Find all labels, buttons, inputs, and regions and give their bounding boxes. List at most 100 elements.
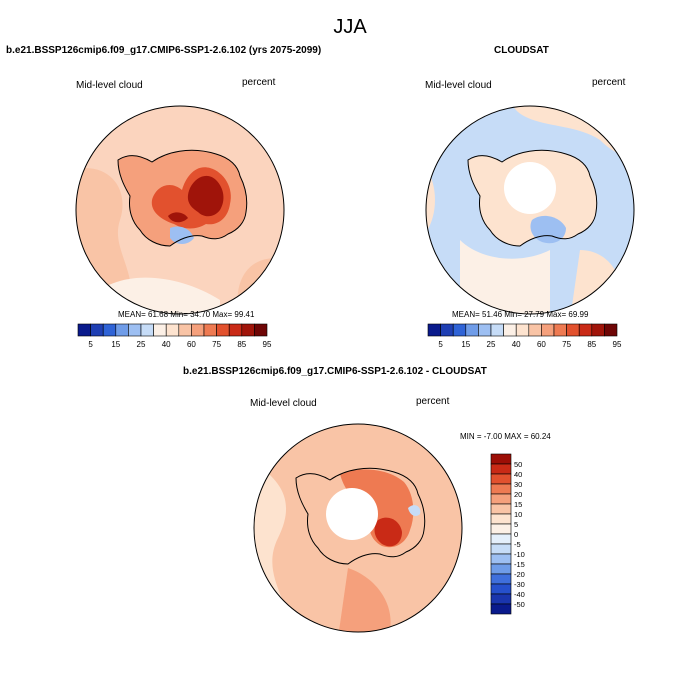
- panel1-units-label: percent: [242, 77, 276, 88]
- panel2-min-label: Min=: [504, 310, 522, 319]
- panel3-title: b.e21.BSSP126cmip6.f09_g17.CMIP6-SSP1-2.…: [183, 366, 487, 377]
- panel3-map-border: [253, 423, 463, 633]
- panel3-colorbar-tick-label: 15: [514, 500, 522, 509]
- panel1-coastline: [117, 149, 248, 247]
- panel3-colorbar-swatch: [490, 543, 512, 555]
- panel1-colorbar-tick-label: 60: [187, 340, 196, 349]
- panel2-colorbar-tick-label: 40: [512, 340, 521, 349]
- panel1-colorbar-swatch: [165, 323, 180, 337]
- figure-title: JJA: [333, 16, 367, 38]
- panel3-colorbar-swatch: [490, 503, 512, 515]
- panel2-polar-gap: [504, 162, 556, 214]
- panel2-title: CLOUDSAT: [494, 45, 549, 56]
- panel3-units-label: percent: [416, 396, 450, 407]
- panel1-colorbar-swatch: [216, 323, 230, 337]
- panel1-variable-label: Mid-level cloud: [76, 80, 143, 91]
- panel3-negative-patch: [408, 505, 421, 516]
- panel3-colorbar-tick-label: 5: [514, 520, 518, 529]
- panel1-colorbar-tick-label: 85: [237, 340, 246, 349]
- panel3-colorbar-swatch: [490, 573, 512, 585]
- panel1-antarctica-core: [187, 175, 224, 217]
- panel3-colorbar-swatch: [490, 603, 512, 615]
- panel2-map: [425, 105, 635, 315]
- panel3-colorbar-swatch: [490, 473, 512, 485]
- panel3-colorbar-swatch: [490, 593, 512, 605]
- panel3-colorbar-tick-label: -20: [514, 570, 525, 579]
- panel3-max-label: MAX =: [504, 432, 529, 441]
- panel2-stats: MEAN= 51.46 Min= 27.79 Max= 69.99: [452, 310, 588, 319]
- panel3-colorbar-tick-label: 30: [514, 480, 522, 489]
- panel1-colorbar-swatch: [77, 323, 91, 337]
- panel2-colorbar-swatch: [503, 323, 517, 337]
- panel3-stats: MIN = -7.00 MAX = 60.24: [460, 432, 551, 441]
- panel3-colorbar-swatch: [490, 463, 512, 475]
- panel2-max-value: 69.99: [568, 310, 589, 319]
- panel3-colorbar-swatch: [490, 513, 512, 525]
- panel1-mean-value: 61.68: [148, 310, 169, 319]
- panel2-light-sector-south: [460, 240, 550, 314]
- panel2-colorbar: 5 15 25 40 60 75 85 95: [427, 323, 622, 349]
- panel1-colorbar-tick-label: 40: [162, 340, 171, 349]
- panel1-colorbar-swatch: [153, 323, 167, 337]
- panel3-min-value: -7.00: [483, 432, 503, 441]
- panel2-colorbar-swatch: [440, 323, 454, 337]
- panel1-colorbar-swatch: [115, 323, 129, 337]
- panel2-map-border: [425, 105, 635, 315]
- panel3-colorbar-swatch: [490, 553, 512, 565]
- panel3-colorbar-tick-label: 0: [514, 530, 518, 539]
- panel3-variable-label: Mid-level cloud: [250, 398, 317, 409]
- panel1-colorbar-tick-label: 15: [111, 340, 120, 349]
- panel1-min-value: 34.70: [190, 310, 211, 319]
- panel2-colorbar-swatch: [515, 323, 530, 337]
- panel2-colorbar-tick-label: 95: [613, 340, 622, 349]
- panel3-colorbar-tick-label: -40: [514, 590, 525, 599]
- panel3-colorbar-tick-label: -50: [514, 600, 525, 609]
- panel2-colorbar-tick-label: 75: [562, 340, 571, 349]
- panel3-colorbar-tick-label: 40: [514, 470, 522, 479]
- panel2-colorbar-swatch: [452, 323, 467, 337]
- panel2-colorbar-tick-label: 85: [587, 340, 596, 349]
- panel1-colorbar-swatch: [102, 323, 117, 337]
- panel1-colorbar-swatch: [128, 323, 142, 337]
- panel1-colorbar-swatch: [140, 323, 154, 337]
- panel2-units-label: percent: [592, 77, 626, 88]
- panel1-ross-sea-blue: [170, 226, 194, 244]
- panel2-mean-value: 51.46: [482, 310, 503, 319]
- panel3-map: [253, 423, 463, 633]
- panel1-max-label: Max=: [212, 310, 233, 319]
- panel2-colorbar-tick-label: 15: [461, 340, 470, 349]
- panel1-colorbar-swatch: [203, 323, 217, 337]
- panel3-colorbar-tick-label: 10: [514, 510, 522, 519]
- panel3-colorbar-swatch: [490, 533, 512, 545]
- panel1-core-south: [168, 212, 188, 223]
- panel2-colorbar-swatch: [578, 323, 593, 337]
- panel3-colorbar-swatch: [490, 563, 512, 575]
- panel2-colorbar-swatch: [604, 323, 618, 337]
- panel1-colorbar-tick-label: 95: [263, 340, 272, 349]
- panel2-variable-label: Mid-level cloud: [425, 80, 492, 91]
- panel1-map-border: [75, 105, 285, 315]
- panel1-title: b.e21.BSSP126cmip6.f09_g17.CMIP6-SSP1-2.…: [6, 45, 322, 56]
- panel1-colorbar-swatch: [178, 323, 192, 337]
- panel2-colorbar-swatch: [427, 323, 441, 337]
- panel3-colorbar-tick-label: 50: [514, 460, 522, 469]
- panel1-map: [75, 105, 285, 315]
- panel2-coastline: [467, 149, 598, 247]
- panel3-colorbar-tick-label: -15: [514, 560, 525, 569]
- panel3-antarctica-core: [374, 517, 402, 547]
- panel3-colorbar-swatch: [490, 523, 512, 535]
- panel3-min-label: MIN =: [460, 432, 482, 441]
- panel3-colorbar-tick-label: -30: [514, 580, 525, 589]
- panel2-min-value: 27.79: [524, 310, 545, 319]
- panel2-colorbar-swatch: [490, 323, 504, 337]
- panel3-colorbar-tick-label: -5: [514, 540, 521, 549]
- panel2-colorbar-tick-label: 60: [537, 340, 546, 349]
- panel3-polar-gap: [326, 488, 378, 540]
- panel2-max-label: Max=: [546, 310, 567, 319]
- panel1-colorbar-swatch: [228, 323, 243, 337]
- panel3-colorbar-tick-label: -10: [514, 550, 525, 559]
- panel1-min-label: Min=: [170, 310, 188, 319]
- panel2-colorbar-tick-label: 25: [487, 340, 496, 349]
- panel2-colorbar-swatch: [591, 323, 605, 337]
